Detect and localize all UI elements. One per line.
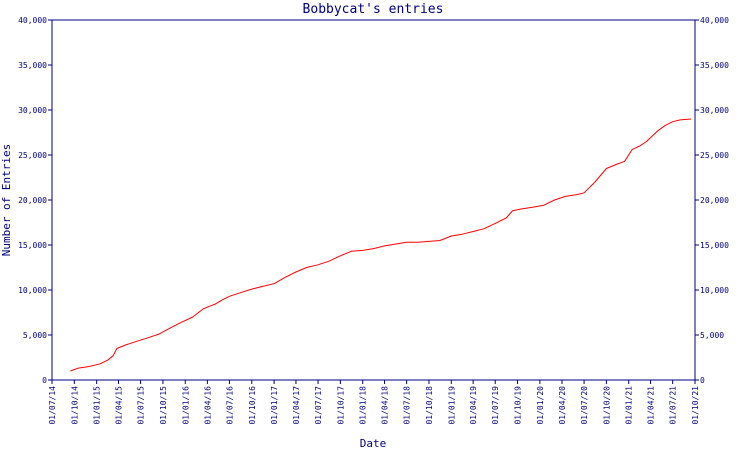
- y-axis-right: 0 5,000 10,000 15,000 20,000 25,000 30,000 35,0…: [695, 16, 729, 385]
- x-tick-label: 01/10/21: [691, 386, 700, 425]
- y-tick-label-right: 40,000: [700, 16, 729, 25]
- y-tick-label-left: 10,000: [18, 286, 47, 295]
- x-tick-label: 01/07/18: [403, 386, 412, 425]
- x-tick-label: 01/07/19: [491, 386, 500, 425]
- y-tick-label-right: 15,000: [700, 241, 729, 250]
- x-tick-label: 01/01/19: [447, 386, 456, 425]
- x-tick-label: 01/10/14: [70, 386, 79, 425]
- y-tick-label-left: 5,000: [23, 331, 47, 340]
- x-tick-label: 01/04/21: [647, 386, 656, 425]
- x-tick-label: 01/10/19: [514, 386, 523, 425]
- x-tick-label: 01/04/18: [381, 386, 390, 425]
- x-tick-label: 01/10/15: [159, 386, 168, 425]
- x-tick-label: 01/10/20: [602, 386, 611, 425]
- x-tick-label: 01/04/19: [469, 386, 478, 425]
- x-tick-label: 01/01/15: [93, 386, 102, 425]
- x-axis: 01/07/14 01/10/14 01/01/15 01/04/15 01/07/15…: [48, 380, 700, 425]
- y-tick-label-right: 10,000: [700, 286, 729, 295]
- x-tick-label: 01/07/16: [225, 386, 234, 425]
- x-tick-label: 01/07/15: [137, 386, 146, 425]
- series-layer: [70, 118, 692, 372]
- y-tick-label-left: 15,000: [18, 241, 47, 250]
- series-line: [70, 118, 692, 372]
- x-tick-label: 01/01/16: [181, 386, 190, 425]
- x-tick-label: 01/04/15: [115, 386, 124, 425]
- x-tick-label: 01/10/16: [248, 386, 257, 425]
- x-axis-label: Date: [360, 437, 387, 450]
- x-tick-label: 01/01/17: [270, 386, 279, 425]
- x-tick-label: 01/01/18: [359, 386, 368, 425]
- y-tick-label-right: 35,000: [700, 61, 729, 70]
- y-tick-label-left: 35,000: [18, 61, 47, 70]
- x-tick-label: 01/07/17: [314, 386, 323, 425]
- y-tick-label-left: 0: [42, 376, 47, 385]
- y-tick-label-right: 5,000: [700, 331, 724, 340]
- y-tick-label-left: 20,000: [18, 196, 47, 205]
- x-tick-label: 01/10/17: [336, 386, 345, 425]
- x-tick-label: 01/07/21: [669, 386, 678, 425]
- y-tick-label-right: 20,000: [700, 196, 729, 205]
- y-tick-label-left: 30,000: [18, 106, 47, 115]
- chart-title: Bobbycat's entries: [303, 2, 444, 17]
- x-tick-label: 01/07/14: [48, 386, 57, 425]
- y-axis-label: Number of Entries: [0, 144, 13, 257]
- y-tick-label-left: 25,000: [18, 151, 47, 160]
- y-tick-label-right: 25,000: [700, 151, 729, 160]
- y-tick-label-left: 40,000: [18, 16, 47, 25]
- x-tick-label: 01/04/20: [558, 386, 567, 425]
- x-tick-label: 01/01/21: [625, 386, 634, 425]
- y-tick-label-right: 30,000: [700, 106, 729, 115]
- x-tick-label: 01/01/20: [536, 386, 545, 425]
- x-tick-label: 01/07/20: [580, 386, 589, 425]
- x-tick-label: 01/10/18: [425, 386, 434, 425]
- y-axis-left: 0 5,000 10,000 15,000 20,000 25,000 30,000 35,0…: [18, 16, 52, 385]
- x-tick-label: 01/04/16: [203, 386, 212, 425]
- y-tick-label-right: 0: [700, 376, 705, 385]
- x-tick-label: 01/04/17: [292, 386, 301, 425]
